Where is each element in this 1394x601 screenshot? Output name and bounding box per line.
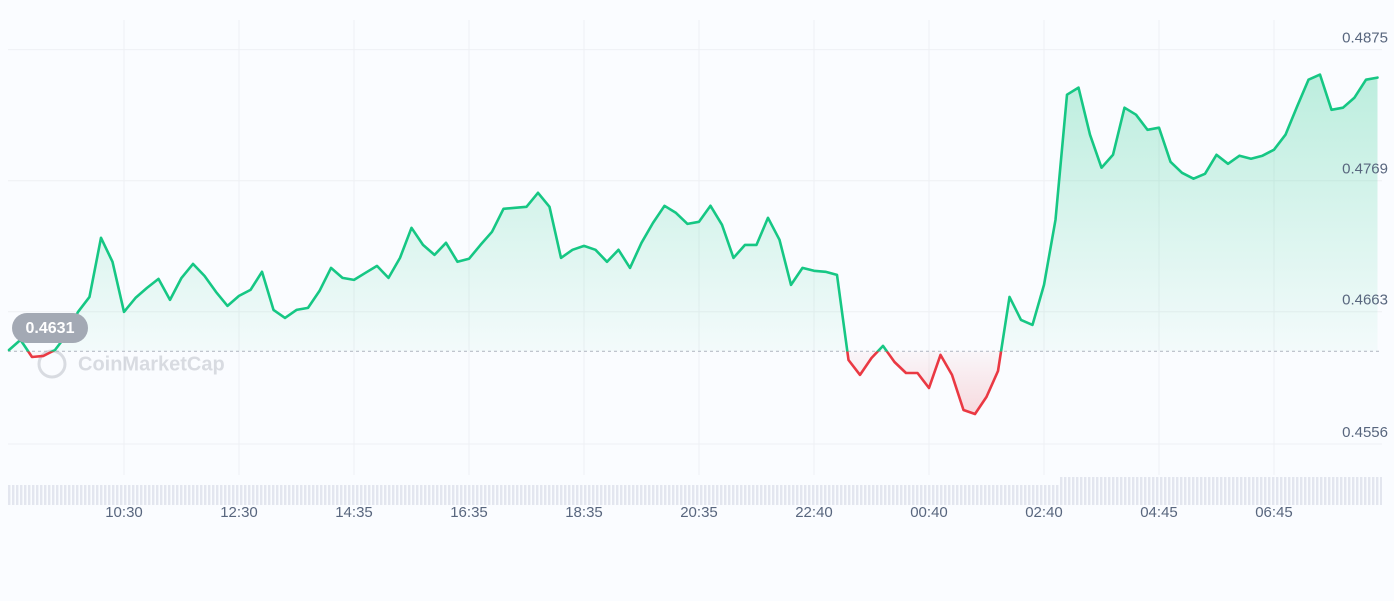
volume-bars xyxy=(1060,477,1382,505)
badge-background xyxy=(12,313,88,343)
x-tick-label: 04:45 xyxy=(1140,504,1178,521)
x-tick-label: 18:35 xyxy=(565,504,603,521)
y-tick-label: 0.4875 xyxy=(1342,30,1388,47)
x-tick-label: 20:35 xyxy=(680,504,718,521)
watermark: CoinMarketCap xyxy=(37,349,225,379)
x-tick-label: 06:45 xyxy=(1255,504,1293,521)
x-tick-label: 10:30 xyxy=(105,504,143,521)
volume-strip xyxy=(8,477,1382,505)
volume-bars xyxy=(8,485,1060,505)
x-tick-label: 02:40 xyxy=(1025,504,1063,521)
y-tick-label: 0.4663 xyxy=(1342,292,1388,309)
price-area xyxy=(9,74,1378,414)
x-tick-label: 22:40 xyxy=(795,504,833,521)
y-tick-label: 0.4769 xyxy=(1342,161,1388,178)
baseline-label: 0.4631 xyxy=(26,320,75,337)
x-tick-label: 00:40 xyxy=(910,504,948,521)
watermark-text: CoinMarketCap xyxy=(78,353,225,375)
x-tick-label: 14:35 xyxy=(335,504,373,521)
price-line xyxy=(7,73,1379,416)
baseline-badge: 0.4631 xyxy=(12,313,88,343)
x-tick-label: 12:30 xyxy=(220,504,258,521)
y-tick-label: 0.4556 xyxy=(1342,424,1388,441)
plot xyxy=(7,73,1382,416)
x-tick-label: 16:35 xyxy=(450,504,488,521)
